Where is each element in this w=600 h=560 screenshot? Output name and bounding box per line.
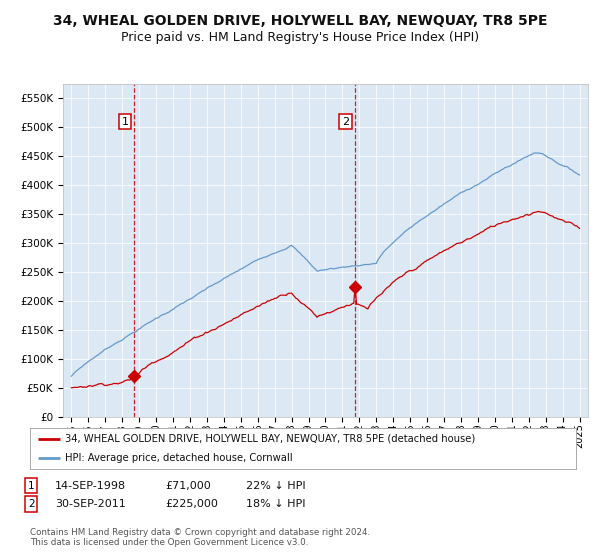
Text: 2: 2 <box>28 499 35 509</box>
Text: 1: 1 <box>121 116 128 127</box>
Text: 2: 2 <box>342 116 349 127</box>
Text: £71,000: £71,000 <box>165 480 211 491</box>
Text: Price paid vs. HM Land Registry's House Price Index (HPI): Price paid vs. HM Land Registry's House … <box>121 31 479 44</box>
Text: HPI: Average price, detached house, Cornwall: HPI: Average price, detached house, Corn… <box>65 453 293 463</box>
Text: Contains HM Land Registry data © Crown copyright and database right 2024.
This d: Contains HM Land Registry data © Crown c… <box>30 528 370 547</box>
Text: 1: 1 <box>28 480 35 491</box>
Text: 22% ↓ HPI: 22% ↓ HPI <box>246 480 305 491</box>
Text: 34, WHEAL GOLDEN DRIVE, HOLYWELL BAY, NEWQUAY, TR8 5PE (detached house): 34, WHEAL GOLDEN DRIVE, HOLYWELL BAY, NE… <box>65 434 476 444</box>
Text: 30-SEP-2011: 30-SEP-2011 <box>55 499 126 509</box>
Text: 14-SEP-1998: 14-SEP-1998 <box>55 480 127 491</box>
Text: 18% ↓ HPI: 18% ↓ HPI <box>246 499 305 509</box>
Text: £225,000: £225,000 <box>165 499 218 509</box>
Text: 34, WHEAL GOLDEN DRIVE, HOLYWELL BAY, NEWQUAY, TR8 5PE: 34, WHEAL GOLDEN DRIVE, HOLYWELL BAY, NE… <box>53 14 547 28</box>
